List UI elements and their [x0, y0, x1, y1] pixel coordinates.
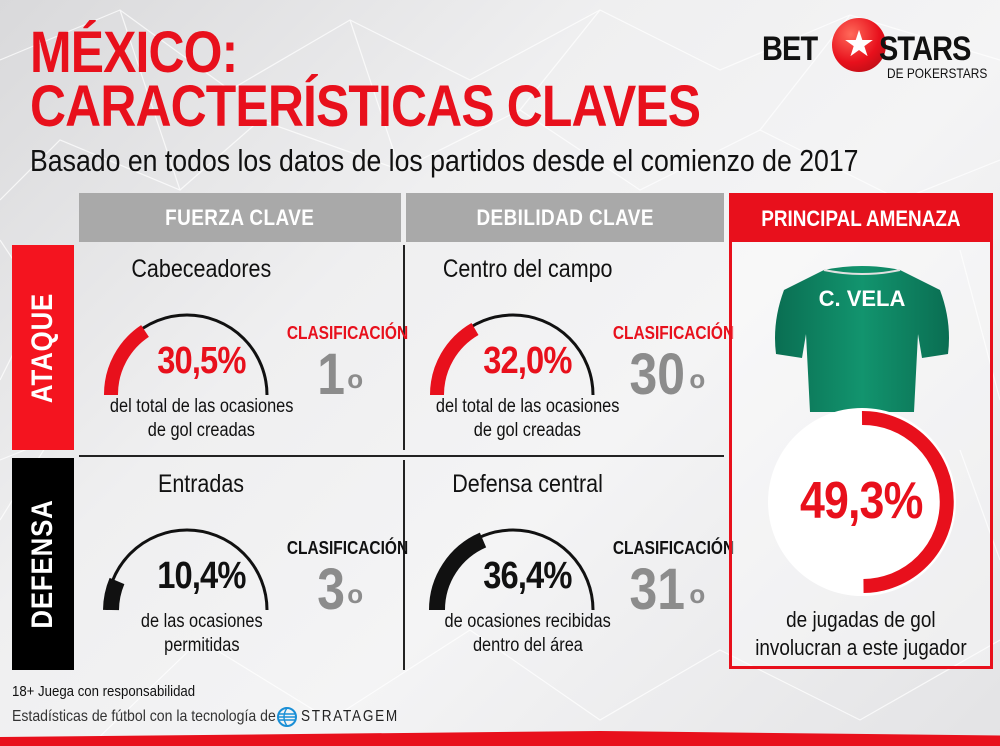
gauge-arc [429, 313, 595, 396]
rank-value: 31 o [629, 557, 706, 622]
powered-by-text: Estadísticas de fútbol con la tecnología… [12, 708, 276, 725]
column-header-threat: PRINCIPAL AMENAZA [732, 196, 990, 242]
threat-description: de jugadas de gol involucran a este jugad… [755, 607, 967, 660]
gauge-value: 32,0% [483, 340, 572, 382]
cell-title: Defensa central [452, 470, 603, 498]
jersey-icon: C. VELA [775, 266, 949, 412]
title-line-1: MÉXICO: [30, 20, 238, 85]
page-title: MÉXICO: CARACTERÍSTICAS CLAVES [30, 20, 701, 139]
divider-vertical-top [403, 245, 405, 450]
cell-title: Centro del campo [442, 255, 613, 283]
footer-red-bar [0, 731, 1000, 746]
rank-label: CLASIFICACIÓN [612, 323, 735, 343]
cell-defense-weakness: Defensa central 36,4% de ocasiones recib… [405, 460, 735, 665]
row-label-defense: DEFENSA [12, 458, 74, 670]
principal-threat-panel: PRINCIPAL AMENAZA C. VELA 49,3% de jugad… [729, 193, 993, 669]
divider-horizontal [79, 455, 724, 457]
star-icon: ★ [842, 23, 876, 64]
cell-description: de las ocasiones permitidas [140, 611, 263, 656]
stratagem-name: STRATAGEM [300, 708, 399, 725]
rank-value: 1o [317, 342, 364, 407]
cell-description: de ocasiones recibidas dentro del área [444, 611, 611, 656]
threat-ring-chart [861, 410, 954, 593]
powered-by-line: Estadísticas de fútbol con la tecnología… [12, 706, 416, 728]
rank-value: 30 o [629, 342, 706, 407]
betstars-logo: BET ★ STARS DE POKERSTARS [762, 14, 992, 84]
cell-title: Entradas [158, 470, 245, 498]
cell-attack-weakness: Centro del campo 32,0% del total de las … [405, 245, 735, 450]
rank-label: CLASIFICACIÓN [286, 538, 409, 558]
svg-text:C. VELA: C. VELA [819, 286, 906, 311]
cell-title: Cabeceadores [131, 255, 272, 283]
rank-label: CLASIFICACIÓN [612, 538, 735, 558]
cell-description: del total de las ocasiones de gol creadas [109, 396, 294, 441]
responsible-gambling-notice: 18+ Juega con responsabilidad [12, 683, 196, 700]
stratagem-logo: STRATAGEM [276, 706, 416, 728]
globe-icon [276, 707, 297, 727]
column-header-strength: FUERZA CLAVE [79, 193, 401, 242]
cell-defense-strength: Entradas 10,4% de las ocasiones permitida… [79, 460, 409, 665]
gauge-value: 30,5% [157, 340, 246, 382]
star-football-icon: ★ [832, 18, 886, 72]
gauge-arc [428, 528, 595, 611]
rank-label: CLASIFICACIÓN [286, 323, 409, 343]
gauge-arc [103, 313, 269, 396]
logo-text-stars: STARS [879, 30, 971, 68]
gauge-value: 10,4% [157, 555, 246, 597]
divider-vertical-bottom [403, 460, 405, 670]
logo-text-bet: BET [762, 30, 818, 68]
threat-value: 49,3% [799, 472, 923, 530]
row-label-attack: ATAQUE [12, 245, 74, 450]
column-header-weakness: DEBILIDAD CLAVE [406, 193, 724, 242]
cell-description: del total de las ocasiones de gol creadas [435, 396, 620, 441]
logo-subtitle: DE POKERSTARS [887, 65, 988, 81]
cell-attack-strength: Cabeceadores 30,5% del total de las ocas… [79, 245, 409, 450]
gauge-arc [103, 528, 269, 611]
title-line-2: CARACTERÍSTICAS CLAVES [30, 74, 701, 139]
rank-value: 3o [317, 557, 364, 622]
gauge-value: 36,4% [483, 555, 572, 597]
page-subtitle: Basado en todos los datos de los partido… [30, 143, 859, 178]
